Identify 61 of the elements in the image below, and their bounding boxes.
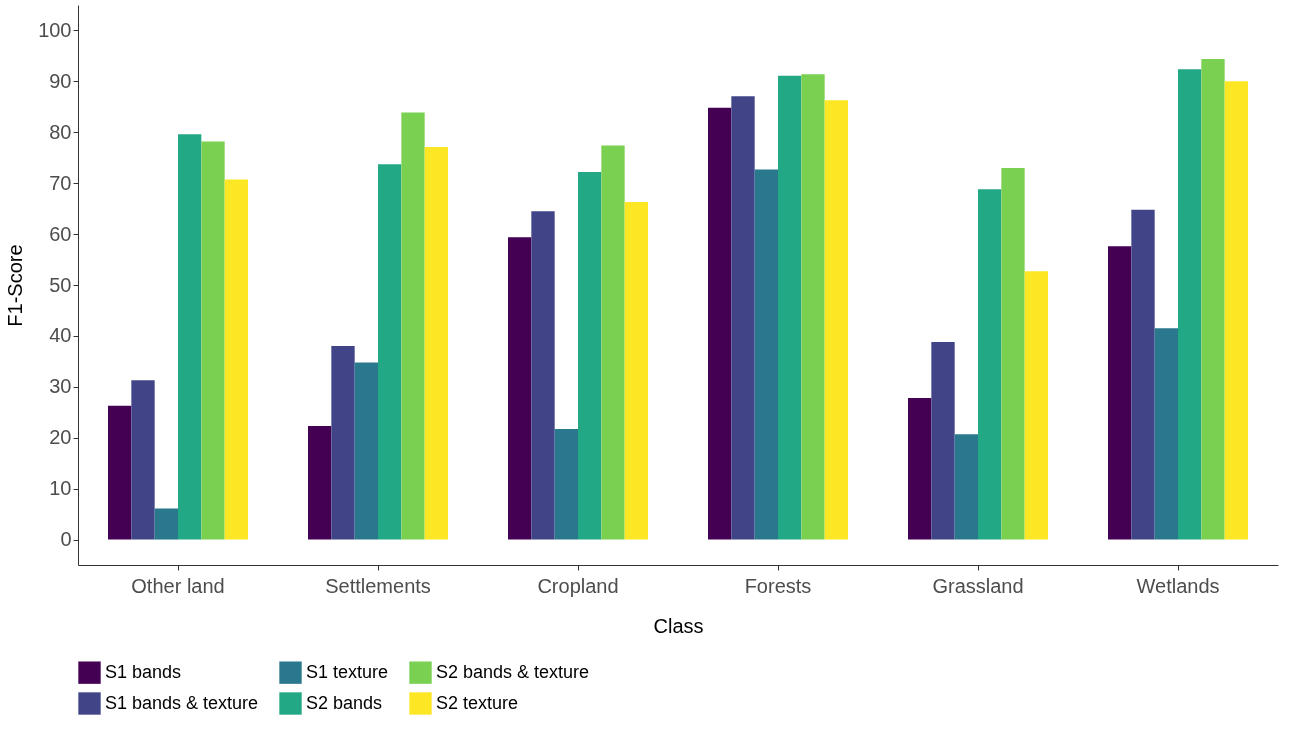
y-tick-label: 30 [49, 375, 72, 398]
bar [1201, 58, 1225, 540]
legend-label: S1 bands [105, 661, 182, 682]
y-tick-label: 40 [49, 324, 72, 347]
legend-label: S2 texture [436, 692, 519, 713]
y-axis-title: F1-Score [4, 244, 27, 327]
bar [108, 405, 132, 540]
bar [578, 171, 602, 540]
y-tick-label: 0 [60, 528, 72, 551]
bar [801, 74, 825, 540]
bar [308, 426, 332, 540]
y-tick-label: 70 [49, 171, 72, 194]
bar [401, 112, 425, 540]
bar [1154, 328, 1178, 540]
x-tick-label: Wetlands [1136, 574, 1220, 597]
bar [1131, 209, 1155, 540]
bar [224, 179, 248, 540]
bar [131, 380, 155, 540]
bar [1024, 271, 1048, 540]
legend-label: S2 bands & texture [436, 661, 590, 682]
bar [931, 342, 955, 540]
y-tick-label: 90 [49, 69, 72, 92]
y-tick-label: 60 [49, 222, 72, 245]
bar [531, 211, 555, 540]
bar [778, 75, 802, 540]
bar [424, 147, 448, 540]
x-tick-label: Cropland [537, 574, 619, 597]
bar [508, 237, 532, 540]
bar [201, 141, 225, 540]
bar [154, 508, 178, 540]
bar [708, 107, 732, 540]
bar [908, 398, 932, 540]
bar [754, 169, 778, 540]
bar [178, 134, 202, 540]
bar [331, 346, 355, 540]
legend-label: S2 bands [306, 692, 383, 713]
y-tick-label: 50 [49, 273, 72, 296]
x-tick-label: Grassland [932, 574, 1024, 597]
bar [1224, 81, 1248, 540]
x-tick-label: Settlements [325, 574, 431, 597]
y-tick-label: 10 [49, 477, 72, 500]
x-tick-label: Forests [744, 574, 812, 597]
y-tick-label: 100 [38, 18, 72, 41]
bar [354, 362, 378, 540]
bar [1178, 69, 1202, 540]
bar [731, 96, 755, 540]
bar [1001, 167, 1025, 540]
bar [954, 434, 978, 540]
bar [824, 100, 848, 540]
y-tick-label: 20 [49, 426, 72, 449]
legend-label: S1 bands & texture [105, 692, 259, 713]
legend-label: S1 texture [306, 661, 389, 682]
bar [554, 429, 578, 540]
bar [601, 145, 625, 540]
x-axis-title: Class [653, 614, 704, 637]
bar [378, 164, 402, 540]
bar [1108, 246, 1132, 540]
bar [624, 202, 648, 540]
y-tick-label: 80 [49, 120, 72, 143]
bar [978, 189, 1002, 540]
x-tick-label: Other land [131, 574, 225, 597]
